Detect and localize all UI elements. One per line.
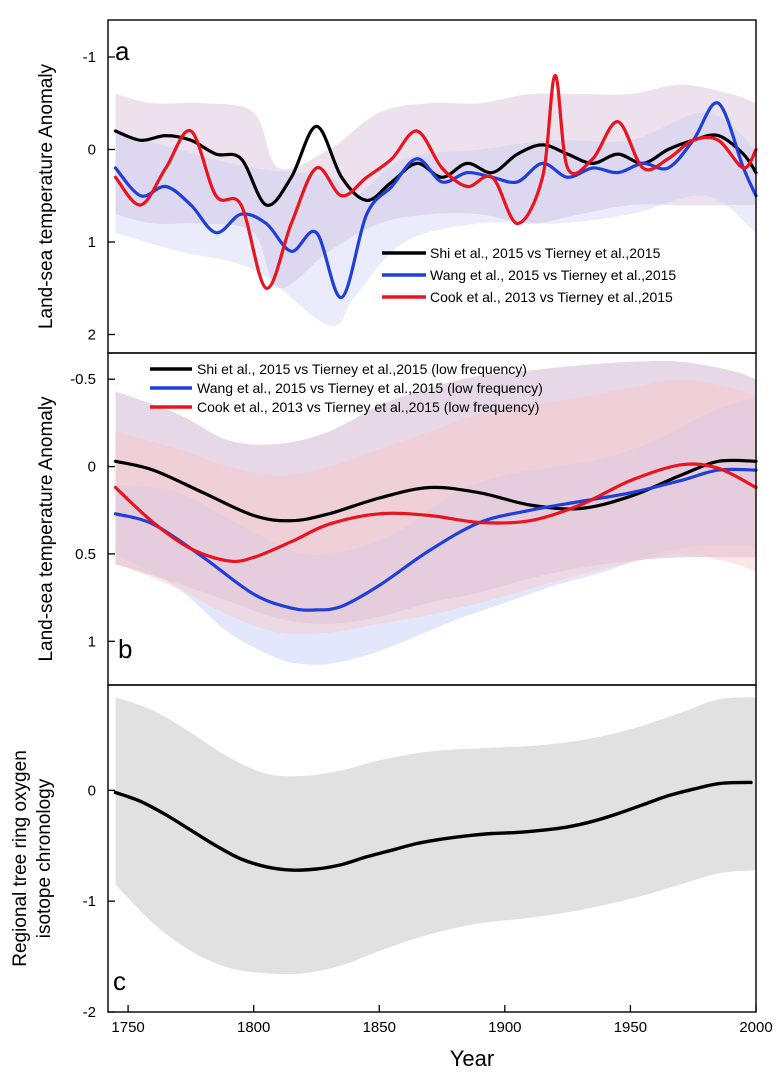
panel-b-legend-label: Cook et al., 2013 vs Tierney et al.,2015… <box>197 399 539 415</box>
panel-b-series-line-3 <box>113 462 758 564</box>
panel-b-legend-label: Shi et al., 2015 vs Tierney et al.,2015 … <box>197 361 527 377</box>
panel-a-series-line-1 <box>113 124 758 207</box>
panel-a-legend-label: Wang et al., 2015 vs Tierney et al.,2015 <box>430 267 676 283</box>
panel-c-ytick-label: -2 <box>83 1004 96 1021</box>
panel-c-series-line-1 <box>113 780 753 872</box>
xtick-label: 1950 <box>614 1019 647 1036</box>
panel-a-ytick-label: 1 <box>88 234 96 251</box>
panel-a-legend-label: Cook et al., 2013 vs Tierney et al.,2015 <box>430 289 673 305</box>
panel-b-legend-label: Wang et al., 2015 vs Tierney et al.,2015… <box>197 380 543 396</box>
panel-b-series-line-1 <box>113 458 758 523</box>
panel-a-legend: Shi et al., 2015 vs Tierney et al.,2015 W… <box>382 245 676 305</box>
panel-a: -1 0 1 2 a Land-sea temperature Anomaly Shi… <box>36 19 758 354</box>
panel-a-series-line-2 <box>113 101 758 300</box>
panel-a-ytick-label: 2 <box>88 327 96 344</box>
xtick-label: 2000 <box>739 1019 772 1036</box>
panel-a-ytick-label: -1 <box>83 49 96 66</box>
panel-a-ytick-label: 0 <box>88 142 96 159</box>
panel-a-uncertainty-band-1 <box>115 84 756 289</box>
panel-c-ylabel-line1: Regional tree ring oxygen <box>10 750 31 967</box>
panel-c-ytick-label: 0 <box>88 782 96 799</box>
panel-b-ytick-label: 1 <box>88 633 96 650</box>
panel-c-label: c <box>113 966 126 996</box>
panel-b-ylabel: Land-sea temperature Anomaly <box>36 396 57 662</box>
xtick-label: 1900 <box>488 1019 521 1036</box>
panel-b-uncertainty-band-1 <box>115 360 756 624</box>
xtick-label: 1750 <box>111 1019 144 1036</box>
panel-a-label: a <box>115 36 130 66</box>
xtick-label: 1850 <box>363 1019 396 1036</box>
panel-b-legend: Shi et al., 2015 vs Tierney et al.,2015 … <box>150 361 543 415</box>
panel-a-series-line-3 <box>113 73 758 290</box>
panel-c-ytick-label: -1 <box>83 893 96 910</box>
panel-b-ytick-label: 0.5 <box>75 546 96 563</box>
xtick-label: 1800 <box>237 1019 270 1036</box>
panel-b: -0.5 0 0.5 1 b Land-sea temperature Anomaly… <box>36 352 758 686</box>
panel-a-legend-label: Shi et al., 2015 vs Tierney et al.,2015 <box>430 245 661 261</box>
panel-b-ytick-label: -0.5 <box>70 371 96 388</box>
panel-a-ylabel: Land-sea temperature Anomaly <box>36 63 57 329</box>
panel-b-series-line-2 <box>113 467 758 612</box>
panel-c-ylabel-line2: isotope chronology <box>34 778 55 938</box>
panel-c-uncertainty-band-1 <box>115 697 756 975</box>
panel-c-frame <box>107 684 757 1013</box>
panel-b-uncertainty-band-2 <box>115 396 756 665</box>
panel-b-ytick-label: 0 <box>88 459 96 476</box>
panel-b-uncertainty-band-3 <box>115 379 756 635</box>
panel-b-label: b <box>118 634 132 664</box>
panel-c: -2 -1 0 1750 1800 1850 1900 1950 2000 c Regional… <box>10 684 773 1071</box>
x-axis-label: Year <box>450 1046 494 1071</box>
